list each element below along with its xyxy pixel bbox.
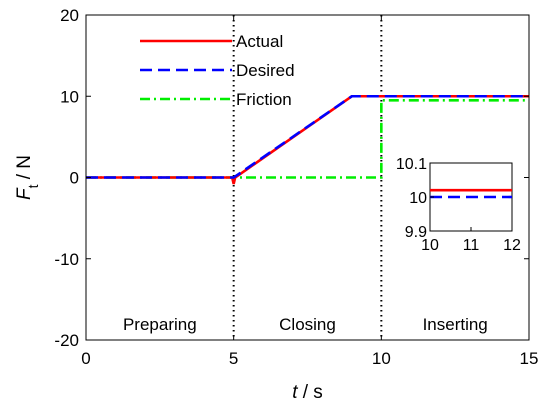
- series-line-desired: [86, 94, 529, 179]
- series-lines: [86, 94, 529, 185]
- legend-label-desired: Desired: [236, 61, 295, 80]
- y-tick-label: -10: [54, 250, 79, 269]
- axes: 0 5 10 15 -20 -10 0 10 20: [54, 6, 538, 368]
- phase-label-inserting: Inserting: [423, 315, 488, 334]
- y-tick-label: -20: [54, 331, 79, 350]
- y-tick-label: 20: [60, 6, 79, 25]
- legend-label-actual: Actual: [236, 32, 283, 51]
- phase-label-preparing: Preparing: [123, 315, 197, 334]
- inset-x-tick-label: 10: [421, 237, 439, 254]
- inset-y-tick-label: 10: [409, 190, 427, 207]
- legend-label-friction: Friction: [236, 90, 292, 109]
- phase-labels: Preparing Closing Inserting: [123, 315, 488, 334]
- series-line-actual: [86, 94, 529, 185]
- y-tick-label: 0: [70, 169, 79, 188]
- x-axis-label: t / s: [292, 382, 323, 403]
- y-axis-label: Ft / N: [14, 155, 41, 200]
- x-tick-label: 5: [229, 349, 238, 368]
- phase-divider-lines: [232, 15, 383, 340]
- x-tick-label: 15: [520, 349, 539, 368]
- phase-label-closing: Closing: [279, 315, 336, 334]
- inset-x-tick-label: 12: [503, 237, 521, 254]
- x-tick-label: 0: [81, 349, 90, 368]
- legend: Actual Desired Friction: [140, 32, 295, 109]
- inset-y-tick-label: 9.9: [405, 224, 427, 241]
- inset-y-tick-label: 10.1: [396, 156, 427, 173]
- x-tick-label: 10: [372, 349, 391, 368]
- y-tick-label: 10: [60, 87, 79, 106]
- inset-x-tick-label: 11: [463, 237, 480, 254]
